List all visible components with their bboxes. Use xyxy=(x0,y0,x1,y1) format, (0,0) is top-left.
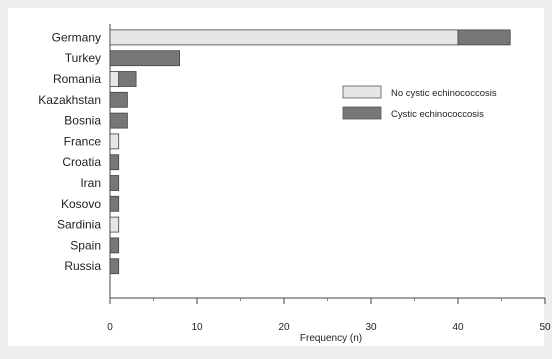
x-axis-label: Frequency (n) xyxy=(300,333,362,344)
bar-sardinia-no-cystic xyxy=(109,216,120,233)
x-tick-label: 0 xyxy=(107,322,113,333)
bar-turkey-cystic xyxy=(109,50,180,67)
category-label-iran: Iran xyxy=(80,176,101,190)
bar-kazakhstan-cystic xyxy=(109,91,128,108)
legend-label-cystic: Cystic echinococcosis xyxy=(391,109,484,120)
legend: No cystic echinococcosis Cystic echinoco… xyxy=(342,85,497,120)
bar-croatia-cystic xyxy=(109,154,120,171)
legend-label-no-cystic: No cystic echinococcosis xyxy=(391,88,497,99)
category-label-kazakhstan: Kazakhstan xyxy=(38,93,101,107)
bar-romania-no-cystic xyxy=(109,71,120,87)
category-label-spain: Spain xyxy=(70,238,101,252)
x-tick-label: 20 xyxy=(278,322,290,333)
bar-spain-cystic xyxy=(109,237,120,254)
legend-swatch-cystic xyxy=(342,106,382,120)
category-label-russia: Russia xyxy=(64,259,101,273)
legend-swatch-no-cystic xyxy=(342,85,382,99)
category-label-croatia: Croatia xyxy=(62,155,101,169)
category-label-kosovo: Kosovo xyxy=(61,197,101,211)
bar-kosovo-cystic xyxy=(109,195,120,212)
category-label-bosnia: Bosnia xyxy=(64,114,101,128)
category-label-france: France xyxy=(64,134,102,148)
bar-germany-no-cystic xyxy=(109,29,459,46)
bar-romania-cystic xyxy=(118,71,137,87)
bar-germany-cystic xyxy=(457,29,511,46)
y-tick-labels: Germany Turkey Romania Kazakhstan Bosnia Fran… xyxy=(38,30,101,273)
bars xyxy=(109,29,511,275)
x-tick-label: 40 xyxy=(452,322,464,333)
x-ticks: 0 10 20 30 40 50 xyxy=(107,298,551,333)
category-label-romania: Romania xyxy=(53,72,101,86)
plot-background xyxy=(8,8,544,346)
category-label-germany: Germany xyxy=(52,30,101,44)
bar-russia-cystic xyxy=(109,258,120,275)
x-tick-label: 10 xyxy=(191,322,203,333)
bar-france-no-cystic xyxy=(109,133,120,150)
x-tick-label: 30 xyxy=(365,322,377,333)
bar-iran-cystic xyxy=(109,175,120,191)
bar-bosnia-cystic xyxy=(109,112,128,129)
category-label-turkey: Turkey xyxy=(65,51,101,65)
x-tick-label: 50 xyxy=(539,322,551,333)
category-label-sardinia: Sardinia xyxy=(57,218,101,232)
